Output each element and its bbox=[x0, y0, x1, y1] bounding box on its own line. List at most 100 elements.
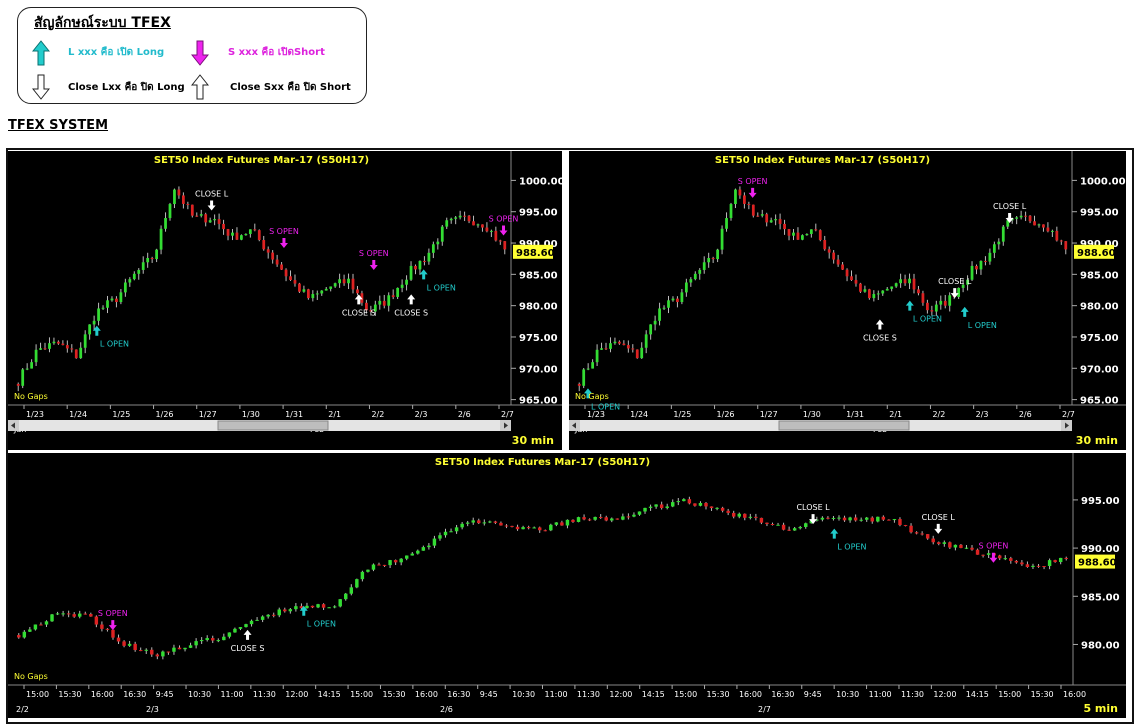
candle-body bbox=[1064, 557, 1068, 559]
candle bbox=[255, 617, 259, 621]
arrow-down-icon bbox=[369, 259, 378, 270]
candle-body bbox=[577, 383, 581, 386]
candle-body bbox=[216, 640, 221, 642]
candle bbox=[1020, 560, 1024, 566]
candle bbox=[827, 246, 831, 259]
candle bbox=[726, 508, 730, 516]
candle-body bbox=[832, 252, 836, 260]
x-tick-label: 10:30 bbox=[836, 690, 859, 699]
candle-body bbox=[1031, 565, 1035, 567]
candle bbox=[116, 634, 121, 644]
candle bbox=[809, 229, 813, 238]
candle bbox=[626, 513, 631, 520]
candle bbox=[992, 241, 996, 259]
candle-body bbox=[626, 516, 631, 518]
signal-label: L OPEN bbox=[968, 321, 997, 330]
candle bbox=[16, 382, 20, 392]
candle-body bbox=[658, 308, 661, 321]
scroll-left-icon bbox=[11, 422, 15, 429]
candle-body bbox=[781, 524, 786, 530]
candle bbox=[1047, 558, 1052, 570]
candle bbox=[914, 531, 919, 535]
candle-body bbox=[988, 252, 992, 262]
candle bbox=[72, 612, 76, 618]
candle-body bbox=[841, 264, 844, 270]
candle-body bbox=[438, 535, 442, 539]
x-tick-label: 2/2 bbox=[371, 410, 384, 419]
candle bbox=[532, 526, 536, 529]
candle bbox=[538, 526, 542, 533]
arrow-down-icon bbox=[499, 225, 508, 236]
candle-body bbox=[801, 235, 804, 240]
candle-body bbox=[128, 279, 132, 283]
candle-body bbox=[848, 517, 852, 521]
candle bbox=[321, 603, 326, 610]
candle bbox=[454, 524, 459, 534]
candle-body bbox=[222, 223, 225, 230]
candle-body bbox=[244, 624, 248, 628]
x-tick-label: 15:00 bbox=[350, 690, 373, 699]
candle-body bbox=[756, 215, 760, 217]
candle bbox=[494, 226, 498, 242]
candle bbox=[356, 285, 359, 296]
candle bbox=[405, 555, 409, 561]
candle bbox=[881, 290, 885, 296]
candle-body bbox=[1042, 566, 1046, 568]
x-tick-label: 1/27 bbox=[760, 410, 778, 419]
candle-body bbox=[182, 195, 185, 204]
x-tick-label: 14:15 bbox=[318, 690, 341, 699]
candle-body bbox=[72, 614, 76, 617]
candle bbox=[443, 528, 448, 538]
candle bbox=[298, 282, 301, 293]
signal-label: S OPEN bbox=[359, 249, 389, 258]
candle bbox=[997, 238, 1001, 250]
candle bbox=[704, 502, 708, 510]
signal-label: S OPEN bbox=[738, 177, 768, 186]
candle bbox=[554, 522, 559, 527]
candle-body bbox=[164, 218, 167, 229]
candle-body bbox=[306, 289, 310, 299]
candle bbox=[943, 294, 947, 309]
candle-body bbox=[405, 279, 408, 285]
x-tick-label: 1/26 bbox=[717, 410, 735, 419]
candle bbox=[400, 279, 404, 293]
candle-body bbox=[836, 259, 840, 265]
x-tick-label: 11:30 bbox=[253, 690, 276, 699]
candle bbox=[792, 228, 795, 241]
candle bbox=[1046, 222, 1050, 233]
candle-body bbox=[101, 307, 105, 309]
candle bbox=[577, 382, 581, 392]
candle bbox=[365, 299, 368, 314]
signal-label: S OPEN bbox=[98, 609, 128, 618]
candle bbox=[702, 256, 706, 274]
x-tick-label: 9:45 bbox=[156, 690, 174, 699]
candle bbox=[17, 633, 21, 639]
candle bbox=[966, 275, 969, 291]
candle-body bbox=[476, 224, 480, 226]
candle-body bbox=[720, 228, 724, 250]
candle-body bbox=[55, 613, 60, 615]
candle-body bbox=[676, 298, 679, 303]
candle bbox=[864, 516, 869, 522]
candle-body bbox=[885, 288, 889, 291]
candle bbox=[850, 270, 853, 281]
x-tick-label: 1/26 bbox=[156, 410, 174, 419]
candle-body bbox=[177, 189, 181, 196]
candle bbox=[172, 644, 176, 655]
arrow-down-icon bbox=[809, 514, 818, 525]
candle-body bbox=[70, 348, 74, 350]
candle bbox=[887, 519, 891, 521]
candle bbox=[79, 342, 83, 359]
candle-body bbox=[526, 527, 531, 529]
signal-label: CLOSE L bbox=[796, 503, 830, 512]
x-tick-label: 2/7 bbox=[1062, 410, 1075, 419]
candle-body bbox=[17, 635, 21, 638]
x-tick-label: 11:00 bbox=[220, 690, 243, 699]
candle bbox=[942, 540, 947, 547]
no-gaps-note: No Gaps bbox=[14, 672, 48, 681]
candle-body bbox=[820, 517, 825, 520]
candle-body bbox=[280, 264, 283, 270]
candle-body bbox=[582, 517, 586, 520]
candle bbox=[631, 344, 635, 353]
candle-body bbox=[310, 605, 315, 608]
